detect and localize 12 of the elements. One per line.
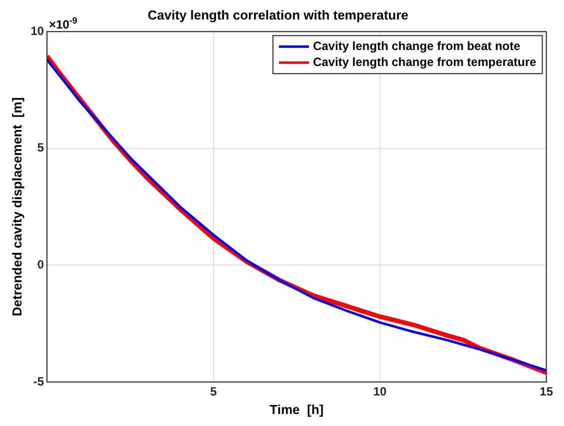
x-axis-title: Time [h] bbox=[270, 402, 324, 417]
x-tick-label: 5 bbox=[210, 384, 218, 399]
y-tick-label: 5 bbox=[37, 140, 44, 155]
chart-title: Cavity length correlation with temperature bbox=[148, 7, 408, 22]
y-tick-label: 10 bbox=[30, 24, 44, 38]
y-tick-label: -5 bbox=[33, 374, 44, 388]
x-tick-label: 15 bbox=[540, 384, 554, 399]
y-tick-label: 0 bbox=[37, 258, 44, 272]
legend-label: Cavity length change from beat note bbox=[312, 38, 521, 53]
legend-label: Cavity length change from temperature bbox=[312, 54, 537, 69]
y-axis-title: Detrended cavity displacement [m] bbox=[9, 97, 24, 316]
x-tick-label: 10 bbox=[373, 384, 387, 399]
